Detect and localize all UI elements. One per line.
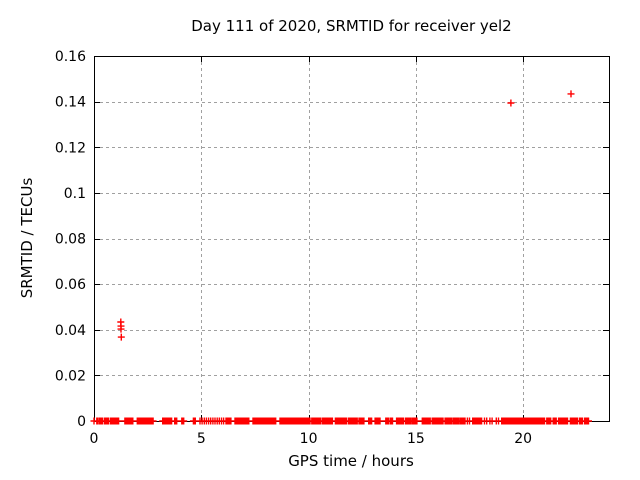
x-tick-label: 15 bbox=[407, 431, 425, 447]
grid-lines bbox=[94, 56, 609, 421]
chart-title: Day 111 of 2020, SRMTID for receiver yel… bbox=[191, 17, 512, 35]
x-tick-label: 5 bbox=[197, 431, 206, 447]
data-point bbox=[567, 90, 575, 98]
data-point bbox=[117, 333, 125, 341]
tick-marks bbox=[94, 56, 609, 422]
y-tick-label: 0.12 bbox=[55, 140, 86, 156]
x-tick-label: 20 bbox=[514, 431, 532, 447]
y-tick-label: 0.06 bbox=[55, 277, 86, 293]
y-tick-label: 0.02 bbox=[55, 368, 86, 384]
data-points bbox=[90, 90, 592, 425]
x-axis-title: GPS time / hours bbox=[288, 452, 414, 470]
y-tick-label: 0.08 bbox=[55, 232, 86, 248]
x-tick-label: 10 bbox=[300, 431, 318, 447]
data-point bbox=[117, 325, 125, 333]
y-tick-label: 0.04 bbox=[55, 323, 86, 339]
y-tick-label: 0.14 bbox=[55, 95, 86, 111]
zero-line-points bbox=[90, 417, 592, 425]
y-tick-label: 0.1 bbox=[64, 186, 86, 202]
data-point bbox=[507, 99, 515, 107]
y-tick-label: 0.16 bbox=[55, 49, 86, 65]
y-tick-label: 0 bbox=[77, 414, 86, 430]
x-tick-label: 0 bbox=[90, 431, 99, 447]
